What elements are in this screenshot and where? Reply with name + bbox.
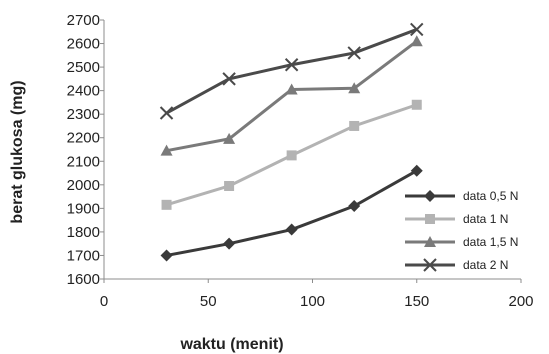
x-tick-label: 100 <box>300 293 325 310</box>
data-point <box>411 99 422 110</box>
x-marker-stroke <box>284 58 299 72</box>
data-point <box>349 120 360 131</box>
series-layer <box>159 22 424 262</box>
series-3 <box>160 35 423 156</box>
legend-swatch-marker <box>423 258 437 272</box>
data-point <box>285 83 298 95</box>
y-tick-label: 2300 <box>67 106 100 123</box>
legend-item: data 1 N <box>405 212 508 226</box>
data-point <box>410 22 424 37</box>
y-tick-label: 2700 <box>67 12 100 29</box>
data-point <box>223 237 236 250</box>
data-point <box>160 144 173 156</box>
x-marker-stroke <box>410 22 424 37</box>
legend-item: data 1,5 N <box>405 235 518 249</box>
series-line <box>166 39 418 153</box>
data-point <box>222 72 236 86</box>
data-point <box>161 199 172 210</box>
x-marker-stroke <box>347 46 361 60</box>
y-tick-label: 2100 <box>67 153 100 170</box>
axes-layer: 1600170018001900200021002200230024002500… <box>67 12 534 310</box>
x-axis-title: waktu (menit) <box>179 336 283 353</box>
data-point <box>410 35 423 47</box>
y-tick-label: 2200 <box>67 130 100 147</box>
y-tick-label: 1700 <box>67 247 100 264</box>
legend-label: data 2 N <box>463 258 508 272</box>
x-marker-stroke <box>423 258 437 272</box>
x-marker-stroke <box>159 106 174 120</box>
legend-item: data 2 N <box>405 258 508 272</box>
x-tick-label: 0 <box>100 293 108 310</box>
legend-label: data 1 N <box>463 212 508 226</box>
y-tick-label: 1600 <box>67 271 100 288</box>
y-tick-label: 2600 <box>67 36 100 53</box>
y-tick-label: 2400 <box>67 83 100 100</box>
legend-swatch-marker <box>424 190 436 202</box>
legend-swatch-marker <box>424 236 436 247</box>
series-4 <box>159 22 424 120</box>
legend-label: data 0,5 N <box>463 189 518 203</box>
data-point <box>348 82 361 94</box>
legend-item: data 0,5 N <box>405 189 518 203</box>
data-point <box>284 58 299 72</box>
data-point <box>286 150 297 161</box>
y-axis-title: berat glukosa (mg) <box>9 80 26 223</box>
x-tick-label: 150 <box>404 293 429 310</box>
y-tick-label: 2000 <box>67 177 100 194</box>
x-tick-label: 50 <box>200 293 217 310</box>
data-point <box>285 223 298 236</box>
y-tick-label: 1800 <box>67 224 100 241</box>
series-2 <box>161 99 422 210</box>
data-point <box>348 200 361 213</box>
data-point <box>159 106 174 120</box>
data-point <box>160 249 173 262</box>
data-point <box>410 164 423 177</box>
series-1 <box>160 164 423 262</box>
y-tick-label: 2500 <box>67 59 100 76</box>
legend-swatch-marker <box>425 214 435 224</box>
data-point <box>223 132 236 144</box>
x-tick-label: 200 <box>508 293 533 310</box>
legend-label: data 1,5 N <box>463 235 518 249</box>
legend: data 0,5 N data 1 N data 1,5 N data 2 N <box>405 189 518 272</box>
y-tick-label: 1900 <box>67 200 100 217</box>
series-line <box>166 169 418 257</box>
data-point <box>347 46 361 60</box>
data-point <box>224 180 235 191</box>
x-marker-stroke <box>222 72 236 86</box>
